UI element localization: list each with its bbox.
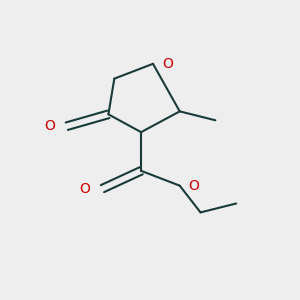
Text: O: O <box>44 119 55 133</box>
Text: O: O <box>189 179 200 193</box>
Text: O: O <box>80 182 91 196</box>
Text: O: O <box>162 57 173 71</box>
